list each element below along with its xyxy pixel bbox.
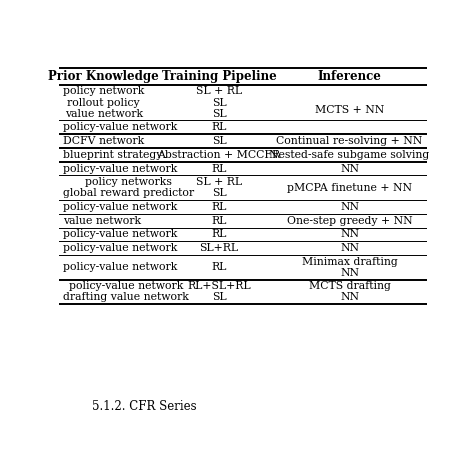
Text: policy-value network: policy-value network (63, 263, 177, 273)
Text: RL: RL (211, 202, 227, 212)
Text: value network: value network (63, 216, 141, 226)
Text: Prior Knowledge: Prior Knowledge (48, 70, 159, 83)
Text: Minimax drafting
NN: Minimax drafting NN (301, 256, 397, 278)
Text: Abstraction + MCCFR: Abstraction + MCCFR (157, 150, 281, 160)
Text: NN: NN (340, 164, 359, 173)
Text: NN: NN (340, 229, 359, 239)
Text: RL+SL+RL
SL: RL+SL+RL SL (187, 281, 251, 302)
Text: SL + RL
SL
SL: SL + RL SL SL (196, 86, 242, 119)
Text: policy-value network: policy-value network (63, 202, 177, 212)
Text: Continual re-solving + NN: Continual re-solving + NN (276, 136, 423, 146)
Text: SL: SL (212, 136, 227, 146)
Text: Training Pipeline: Training Pipeline (162, 70, 276, 83)
Text: NN: NN (340, 243, 359, 253)
Text: policy-value network: policy-value network (63, 164, 177, 173)
Text: RL: RL (211, 122, 227, 132)
Text: SL + RL
SL: SL + RL SL (196, 177, 242, 199)
Text: blueprint strategy: blueprint strategy (63, 150, 162, 160)
Text: policy networks
global reward predictor: policy networks global reward predictor (63, 177, 194, 199)
Text: RL: RL (211, 229, 227, 239)
Text: policy-value network: policy-value network (63, 229, 177, 239)
Text: NN: NN (340, 202, 359, 212)
Text: RL: RL (211, 263, 227, 273)
Text: policy-value network: policy-value network (63, 122, 177, 132)
Text: policy-value network
drafting value network: policy-value network drafting value netw… (63, 281, 189, 302)
Text: RL: RL (211, 216, 227, 226)
Text: 5.1.2. CFR Series: 5.1.2. CFR Series (92, 400, 197, 413)
Text: policy network
rollout policy
value network: policy network rollout policy value netw… (63, 86, 144, 119)
Text: RL: RL (211, 164, 227, 173)
Text: DCFV network: DCFV network (63, 136, 144, 146)
Text: pMCPA finetune + NN: pMCPA finetune + NN (287, 182, 412, 192)
Text: Nested-safe subgame solving: Nested-safe subgame solving (269, 150, 429, 160)
Text: Inference: Inference (318, 70, 382, 83)
Text: SL+RL: SL+RL (200, 243, 238, 253)
Text: One-step greedy + NN: One-step greedy + NN (287, 216, 412, 226)
Text: policy-value network: policy-value network (63, 243, 177, 253)
Text: MCTS + NN: MCTS + NN (315, 105, 384, 115)
Text: MCTS drafting
NN: MCTS drafting NN (309, 281, 391, 302)
